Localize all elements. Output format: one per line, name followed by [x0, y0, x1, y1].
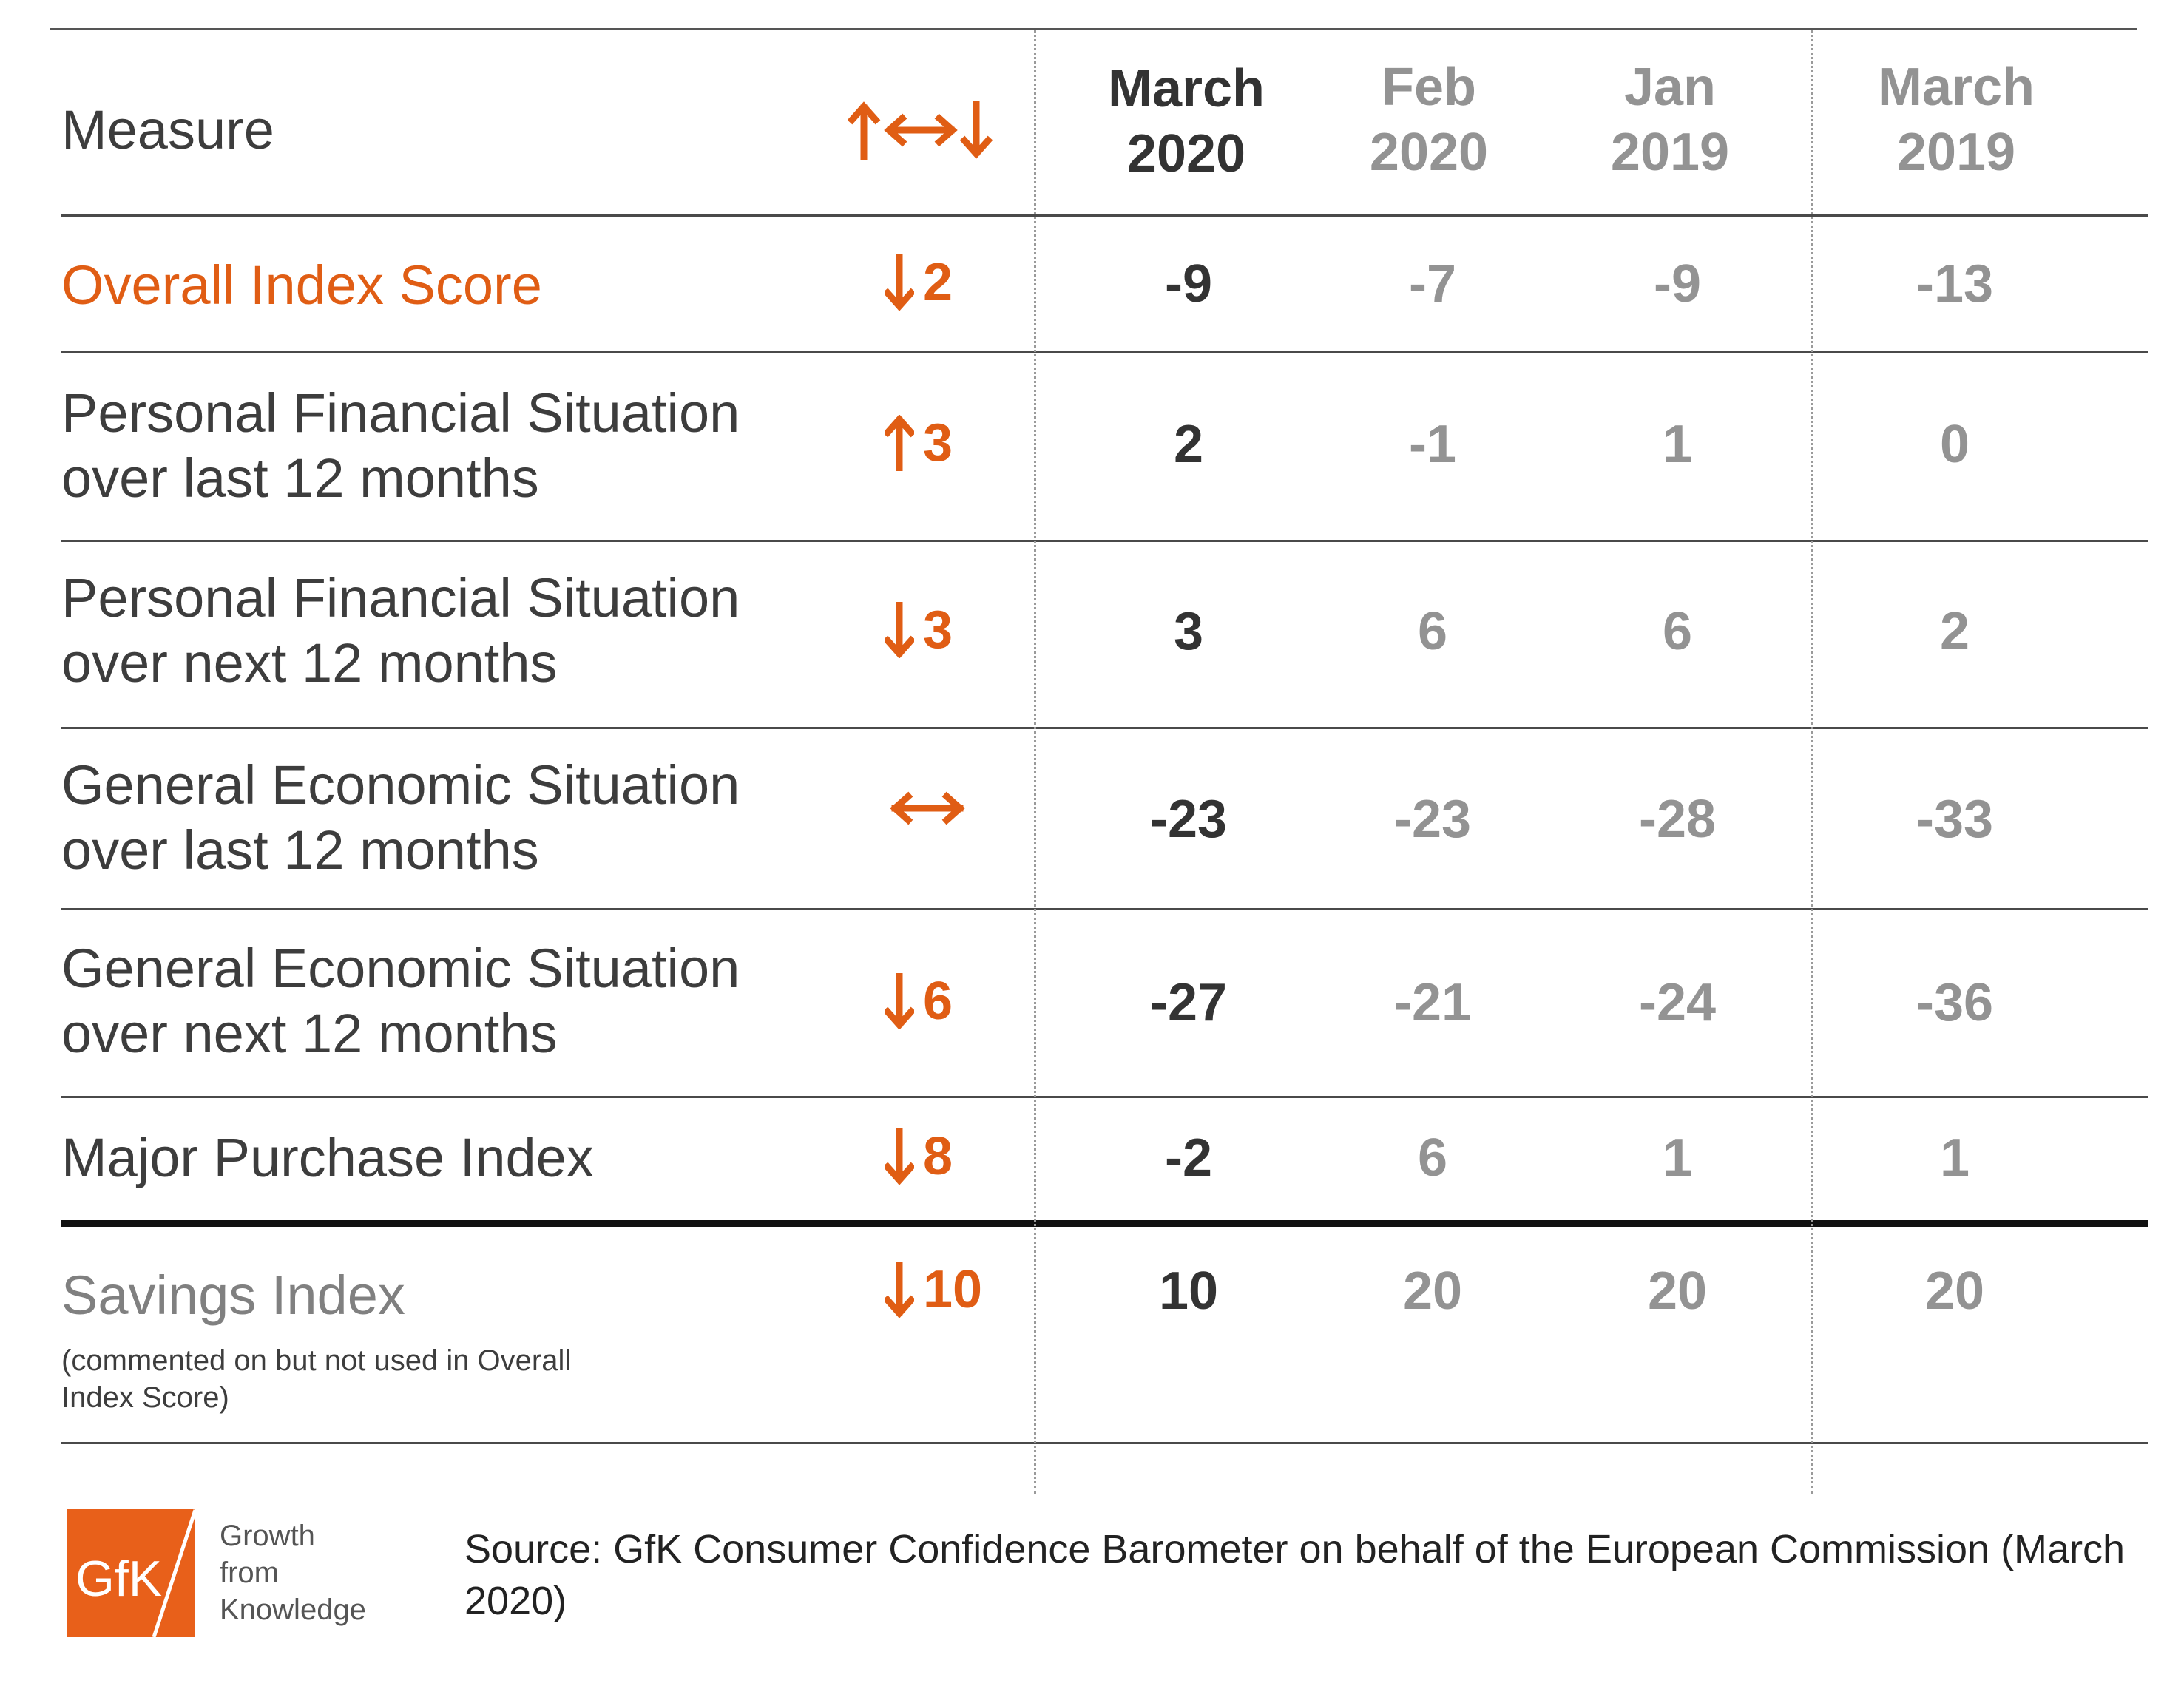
value-cell: 0	[1939, 415, 1970, 474]
col-header-feb-2020: Feb 2020	[1369, 58, 1489, 182]
row-divider	[61, 727, 2148, 729]
value-cell: 2	[1939, 602, 1970, 661]
row-label: Savings Index	[61, 1264, 405, 1326]
logo-tagline: Growth from Knowledge	[220, 1520, 366, 1626]
value-cell: 6	[1662, 602, 1693, 661]
value-cell: 20	[1402, 1262, 1463, 1321]
row-label: Personal Financial Situation over last 12…	[61, 382, 740, 509]
table-bottom-rule	[61, 1442, 2148, 1444]
change-value: 3	[923, 413, 953, 473]
value-cell: -9	[1164, 254, 1213, 314]
row-label: General Economic Situation over last 12 m…	[61, 754, 740, 881]
value-cell: 1	[1662, 1128, 1693, 1188]
savings-separator-rule	[61, 1220, 2148, 1227]
value-cell: -7	[1408, 254, 1457, 314]
row-divider	[61, 540, 2148, 542]
change-value: 3	[923, 600, 953, 660]
row-label: General Economic Situation over next 12 m…	[61, 938, 740, 1064]
value-cell: 6	[1417, 1128, 1448, 1188]
row-label: Overall Index Score	[61, 254, 542, 316]
value-cell: -23	[1149, 790, 1228, 849]
logo-mark: GfK	[75, 1509, 197, 1638]
value-cell: -28	[1638, 790, 1717, 849]
value-cell: 10	[1158, 1262, 1219, 1321]
arrow-down-icon	[885, 1128, 914, 1185]
column-divider	[1811, 30, 1813, 1494]
arrow-down-icon	[885, 254, 914, 311]
column-divider	[1034, 30, 1036, 1494]
value-cell: -9	[1653, 254, 1702, 314]
change-value: 10	[923, 1260, 983, 1319]
arrow-down-icon	[885, 1262, 914, 1318]
gfk-logo: GfK	[67, 1509, 197, 1638]
value-cell: 6	[1417, 602, 1448, 661]
value-cell: -23	[1393, 790, 1472, 849]
change-value: 6	[923, 972, 953, 1031]
value-cell: 20	[1647, 1262, 1708, 1321]
value-cell: -36	[1916, 973, 1994, 1032]
col-header-march-2020: March 2020	[1107, 59, 1265, 183]
header-rule	[61, 214, 2148, 217]
value-cell: -33	[1916, 790, 1994, 849]
measure-header: Measure	[61, 99, 274, 160]
arrow-down-icon	[885, 973, 914, 1029]
change-value: 8	[923, 1127, 953, 1186]
value-cell: -1	[1408, 415, 1457, 474]
row-label: Personal Financial Situation over next 12…	[61, 567, 740, 694]
change-indicator: 8	[885, 1128, 953, 1185]
value-cell: 20	[1924, 1262, 1985, 1321]
change-indicator: 6	[885, 973, 953, 1029]
col-header-jan-2019: Jan 2019	[1610, 58, 1730, 182]
row-divider	[61, 1096, 2148, 1098]
row-label: Major Purchase Index	[61, 1127, 594, 1188]
value-cell: 1	[1939, 1128, 1970, 1188]
value-cell: 1	[1662, 415, 1693, 474]
change-value: 2	[923, 253, 953, 312]
row-note: (commented on but not used in Overall In…	[61, 1344, 572, 1414]
table-top-rule	[50, 28, 2137, 30]
value-cell: -2	[1164, 1128, 1213, 1188]
row-divider	[61, 351, 2148, 353]
value-cell: 3	[1173, 602, 1204, 661]
value-cell: -21	[1393, 973, 1472, 1032]
change-indicator: 10	[885, 1262, 982, 1318]
arrow-up-icon	[885, 415, 914, 471]
value-cell: -13	[1916, 254, 1994, 314]
value-cell: 2	[1173, 415, 1204, 474]
arrow-both-icon	[890, 791, 965, 825]
col-header-march-2019: March 2019	[1877, 58, 2035, 182]
change-indicator: 3	[885, 415, 953, 471]
value-cell: -27	[1149, 973, 1228, 1032]
value-cell: -24	[1638, 973, 1717, 1032]
svg-text:GfK: GfK	[75, 1551, 162, 1607]
arrow-down-icon	[885, 602, 914, 658]
change-indicator: 2	[885, 254, 953, 311]
row-divider	[61, 908, 2148, 910]
direction-header-icon	[847, 100, 993, 163]
change-indicator: 3	[885, 602, 953, 658]
source-note: Source: GfK Consumer Confidence Baromete…	[464, 1527, 2126, 1623]
change-indicator	[888, 790, 976, 827]
